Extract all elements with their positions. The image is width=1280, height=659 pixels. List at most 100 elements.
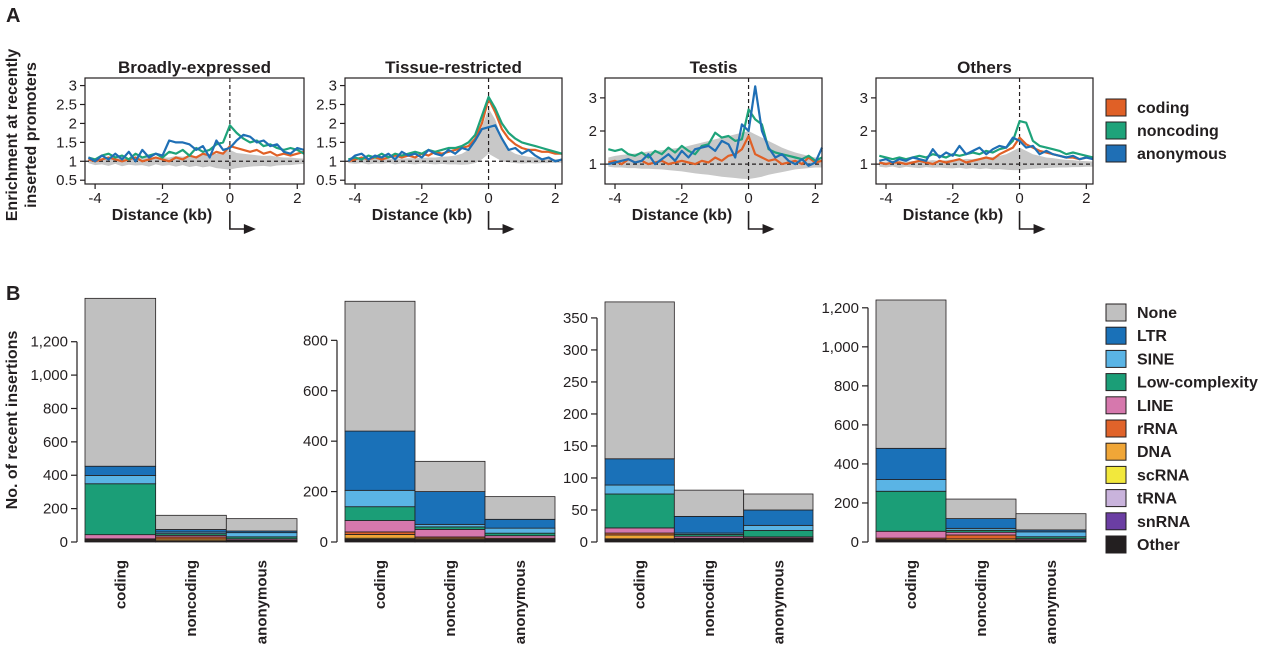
legend-swatch-coding xyxy=(1105,98,1127,117)
category-label-coding: coding xyxy=(372,560,389,609)
y-tick-label: 400 xyxy=(43,467,68,484)
series-coding xyxy=(347,97,562,163)
category-label-anonymous: anonymous xyxy=(512,560,529,644)
legend-label-coding: coding xyxy=(1137,100,1189,117)
category-label-coding: coding xyxy=(903,560,920,609)
bar-segment-coding-none xyxy=(344,300,416,432)
category-label-noncoding: noncoding xyxy=(442,560,459,637)
line-chart-others: Others 1 2 3 -4 -2 0 2 Distance (kb) xyxy=(860,58,1094,234)
y-tick-label: 200 xyxy=(834,495,859,512)
legend-item-sine: SINE xyxy=(1105,349,1175,368)
legend-swatch-trna xyxy=(1105,489,1127,508)
bar-segment-noncoding-none xyxy=(155,514,227,530)
category-label-coding: coding xyxy=(112,560,129,609)
series-noncoding xyxy=(88,124,305,161)
legend-swatch-line xyxy=(1105,396,1127,415)
bar-segment-coding-sine xyxy=(875,479,947,492)
bar-segment-noncoding-none xyxy=(673,489,745,517)
y-tick-label: 0 xyxy=(60,534,68,551)
legend-label-sine: SINE xyxy=(1137,351,1175,368)
bar-segment-coding-ltr xyxy=(84,465,157,476)
series-coding xyxy=(88,145,305,163)
y-tick-label: 800 xyxy=(303,332,328,349)
legend-swatch-snrna xyxy=(1105,512,1127,531)
bar-segment-anonymous-none xyxy=(743,493,814,511)
legend-swatch-none xyxy=(1105,303,1127,322)
bar-segment-anonymous-none xyxy=(484,496,556,520)
legend-item-scrna: scRNA xyxy=(1105,465,1190,484)
y-tick-label: 400 xyxy=(834,456,859,473)
legend-b: None LTR SINE Low-complexity LINE rRNA DNA scRN… xyxy=(1105,303,1258,554)
legend-swatch-rrna xyxy=(1105,419,1127,438)
bar-segment-anonymous-none xyxy=(225,518,298,532)
panel-a-ylabel-line2: inserted promoters xyxy=(23,62,40,208)
x-tick-label: 0 xyxy=(226,190,234,207)
y-tick-label: 250 xyxy=(563,374,588,391)
x-tick-label: -4 xyxy=(88,190,101,207)
legend-item-snrna: snRNA xyxy=(1105,512,1191,531)
y-tick-label: 0 xyxy=(851,534,859,551)
legend-label-ltr: LTR xyxy=(1137,328,1167,345)
x-tick-label: 2 xyxy=(811,190,819,207)
category-label-anonymous: anonymous xyxy=(254,560,271,644)
bar-segment-coding-sine xyxy=(344,489,416,508)
bar-segment-noncoding-none xyxy=(414,460,486,492)
x-axis-label: Distance (kb) xyxy=(372,207,472,224)
legend-item-rrna: rRNA xyxy=(1105,419,1178,438)
bar-segment-coding-ltr xyxy=(604,458,675,486)
line-chart-testis: Testis 1 2 3 -4 -2 0 2 Distance (kb) xyxy=(589,58,824,234)
y-tick-label: 2 xyxy=(69,115,77,132)
tss-arrow-icon xyxy=(229,211,248,230)
bar-segment-noncoding-rrna xyxy=(945,534,1017,540)
x-tick-label: -4 xyxy=(608,190,621,207)
x-tick-label: 0 xyxy=(1015,190,1023,207)
bar-segment-noncoding-line xyxy=(414,528,486,538)
y-tick-label: 2.5 xyxy=(56,97,77,114)
x-tick-label: -2 xyxy=(946,190,959,207)
series-anonymous xyxy=(347,124,563,163)
bar-segment-coding-none xyxy=(875,299,947,449)
x-axis-label: Distance (kb) xyxy=(903,207,1003,224)
category-label-noncoding: noncoding xyxy=(701,560,718,637)
plot-frame xyxy=(84,77,305,185)
legend-item-low-complexity: Low-complexity xyxy=(1105,373,1258,392)
y-tick-label: 1 xyxy=(329,153,337,170)
y-tick-label: 2.5 xyxy=(316,97,337,114)
y-tick-label: 300 xyxy=(563,342,588,359)
chart-title: Tissue-restricted xyxy=(385,58,522,77)
tss-arrowhead-icon xyxy=(1033,224,1046,234)
y-tick-label: 800 xyxy=(43,400,68,417)
bar-segment-noncoding-ltr xyxy=(673,515,745,534)
x-tick-label: 2 xyxy=(1082,190,1090,207)
tss-arrow-icon xyxy=(1018,211,1038,230)
bar-segment-coding-dna xyxy=(604,534,675,540)
y-tick-label: 1 xyxy=(589,156,597,173)
panel-b-letter: B xyxy=(6,283,20,305)
legend-item-noncoding: noncoding xyxy=(1105,121,1219,140)
y-tick-label: 200 xyxy=(303,484,328,501)
x-tick-label: -4 xyxy=(348,190,361,207)
y-tick-label: 800 xyxy=(834,378,859,395)
legend-label-rrna: rRNA xyxy=(1137,421,1178,438)
plot-frame xyxy=(344,77,563,185)
y-tick-label: 600 xyxy=(43,434,68,451)
tss-arrowhead-icon xyxy=(243,224,256,234)
x-tick-label: 2 xyxy=(551,190,559,207)
bar-segment-noncoding-none xyxy=(945,498,1017,519)
y-tick-label: 3 xyxy=(589,90,597,107)
y-tick-label: 1,200 xyxy=(821,300,859,317)
bar-segment-coding-sine xyxy=(84,475,157,485)
legend-item-other: Other xyxy=(1105,535,1180,554)
category-label-coding: coding xyxy=(632,560,649,609)
bar-segment-coding-low-complexity xyxy=(344,506,416,521)
legend-item-ltr: LTR xyxy=(1105,326,1167,345)
y-tick-label: 1 xyxy=(860,156,868,173)
y-tick-label: 1.5 xyxy=(56,134,77,151)
panel-b-ylabel: No. of recent insertions xyxy=(4,331,21,510)
y-tick-label: 150 xyxy=(563,438,588,455)
tss-arrowhead-icon xyxy=(502,224,515,234)
bar-segment-anonymous-sine xyxy=(225,532,298,538)
